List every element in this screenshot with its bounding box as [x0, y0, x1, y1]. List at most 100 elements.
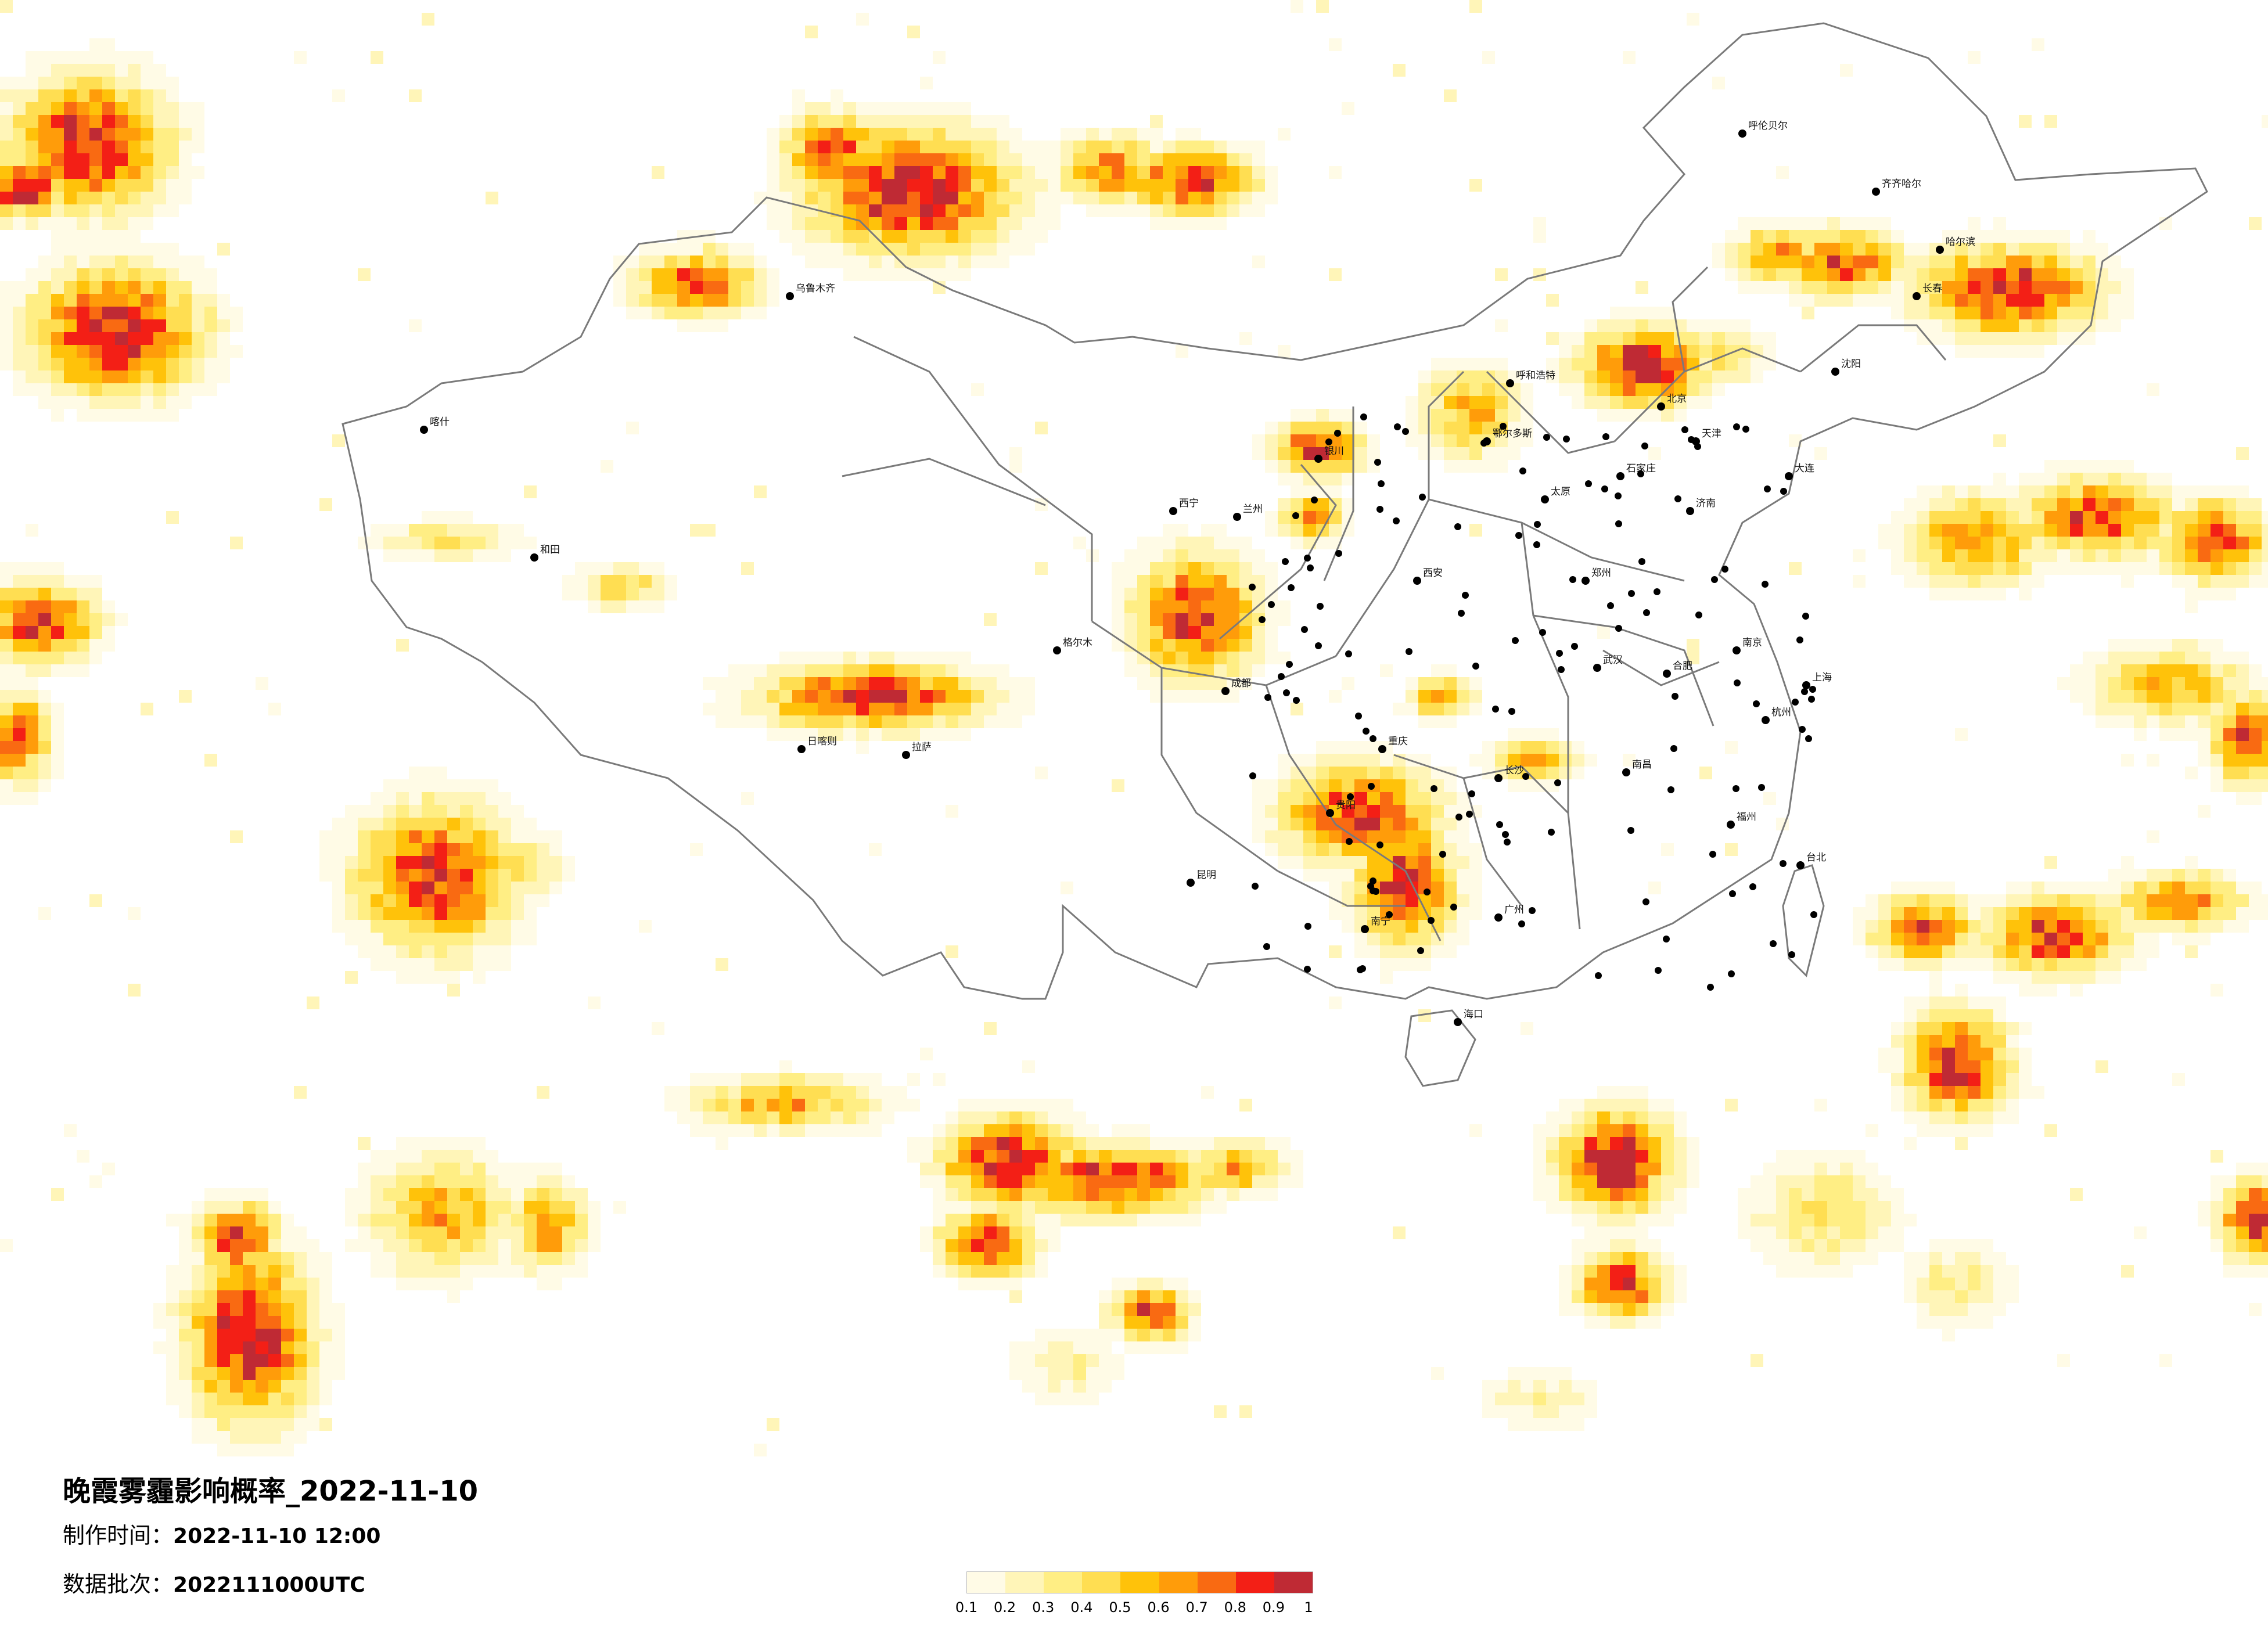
heat-cell	[933, 243, 946, 256]
heat-cell	[2083, 473, 2096, 485]
heat-cell	[1929, 1009, 1942, 1022]
heat-cell	[1878, 230, 1891, 243]
heat-cell	[166, 294, 179, 307]
heat-cell	[1878, 217, 1891, 230]
heat-cell	[1163, 537, 1176, 549]
heat-cell	[2057, 243, 2070, 256]
heat-cell	[1891, 1086, 1904, 1099]
heat-cell	[2172, 664, 2185, 677]
heat-cell	[0, 690, 13, 703]
heat-cell	[2211, 524, 2223, 537]
city-dot	[1808, 696, 1815, 703]
heat-cell	[1584, 383, 1597, 396]
heat-cell	[1406, 396, 1418, 409]
heat-cell	[141, 204, 153, 217]
heat-cell	[1035, 1201, 1048, 1214]
heat-cell	[1610, 409, 1623, 422]
province-border	[1462, 778, 1523, 906]
heat-cell	[1009, 1111, 1022, 1124]
heat-cell	[894, 243, 907, 256]
made-time-value: 2022-11-10 12:00	[173, 1524, 381, 1548]
heat-cell	[2019, 511, 2032, 524]
heat-cell	[179, 268, 192, 281]
city-label: 重庆	[1388, 736, 1408, 747]
heat-cell	[984, 204, 997, 217]
heat-cell	[1303, 856, 1316, 869]
heat-cell	[498, 537, 511, 549]
heat-cell	[1751, 1175, 1763, 1188]
heat-cell	[422, 767, 434, 779]
heat-cell	[1367, 792, 1380, 805]
heat-cell	[2057, 677, 2070, 690]
heat-cell	[2236, 907, 2249, 920]
heat-cell	[64, 192, 77, 204]
heat-cell	[1559, 1418, 1572, 1431]
heat-cell	[2134, 511, 2147, 524]
heat-cell	[0, 741, 13, 754]
heat-cell	[1329, 485, 1342, 498]
city-marker: 呼和浩特	[1506, 370, 1555, 387]
heat-cell	[230, 1290, 243, 1303]
heat-cell	[434, 549, 447, 562]
heat-cell	[358, 869, 371, 882]
heat-cell	[1444, 779, 1457, 792]
heat-cell	[64, 217, 77, 230]
heat-cell	[102, 370, 115, 383]
heat-cell	[2006, 920, 2019, 933]
heat-cell	[179, 166, 192, 179]
city-dot	[1221, 687, 1230, 695]
heat-cell	[1124, 1329, 1137, 1341]
heat-cell	[1917, 1099, 1929, 1111]
heat-cell	[1929, 319, 1942, 332]
heat-cell	[1942, 920, 1955, 933]
heat-cell	[1252, 1175, 1265, 1188]
heat-cell	[1929, 1316, 1942, 1329]
heat-cell	[1163, 664, 1176, 677]
heat-cell	[1776, 1201, 1789, 1214]
heat-cell	[1955, 984, 1968, 997]
heat-cell	[1048, 204, 1061, 217]
heat-cell	[51, 217, 64, 230]
heat-cell	[2070, 933, 2083, 945]
heat-cell	[1546, 1124, 1559, 1137]
heat-cell	[1137, 153, 1150, 166]
heat-cell	[243, 1239, 256, 1252]
heat-cell	[2032, 958, 2044, 971]
heat-cell	[2211, 1150, 2223, 1163]
heat-cell	[1955, 907, 1968, 920]
heat-cell	[77, 115, 89, 128]
heat-cell	[997, 703, 1009, 715]
heat-cell	[2044, 971, 2057, 984]
heat-cell	[511, 882, 524, 894]
city-dot	[1707, 984, 1714, 991]
heat-cell	[1009, 141, 1022, 153]
heat-cell	[2223, 869, 2236, 882]
heat-cell	[2172, 485, 2185, 498]
heat-cell	[1508, 728, 1521, 741]
heat-cell	[128, 89, 141, 102]
heat-cell	[1291, 537, 1303, 549]
heat-cell	[64, 664, 77, 677]
city-dot	[1264, 694, 1271, 701]
heat-cell	[1572, 358, 1584, 370]
heat-cell	[2070, 485, 2083, 498]
heat-cell	[1917, 1111, 1929, 1124]
heat-cell	[179, 319, 192, 332]
heat-cell	[869, 153, 882, 166]
heat-cell	[51, 370, 64, 383]
heat-cell	[371, 894, 383, 907]
heat-cell	[77, 89, 89, 102]
heat-cell	[2211, 677, 2223, 690]
heat-cell	[1086, 1188, 1099, 1201]
heat-cell	[1418, 830, 1431, 843]
heat-cell	[256, 1278, 268, 1290]
heat-cell	[319, 1290, 332, 1303]
heat-cell	[1150, 1163, 1163, 1175]
heat-cell	[716, 690, 728, 703]
heat-cell	[575, 1252, 588, 1265]
heat-cell	[588, 1226, 601, 1239]
heat-cell	[2198, 677, 2211, 690]
heat-cell	[294, 1226, 307, 1239]
heat-cell	[856, 166, 869, 179]
heat-cell	[1342, 741, 1354, 754]
